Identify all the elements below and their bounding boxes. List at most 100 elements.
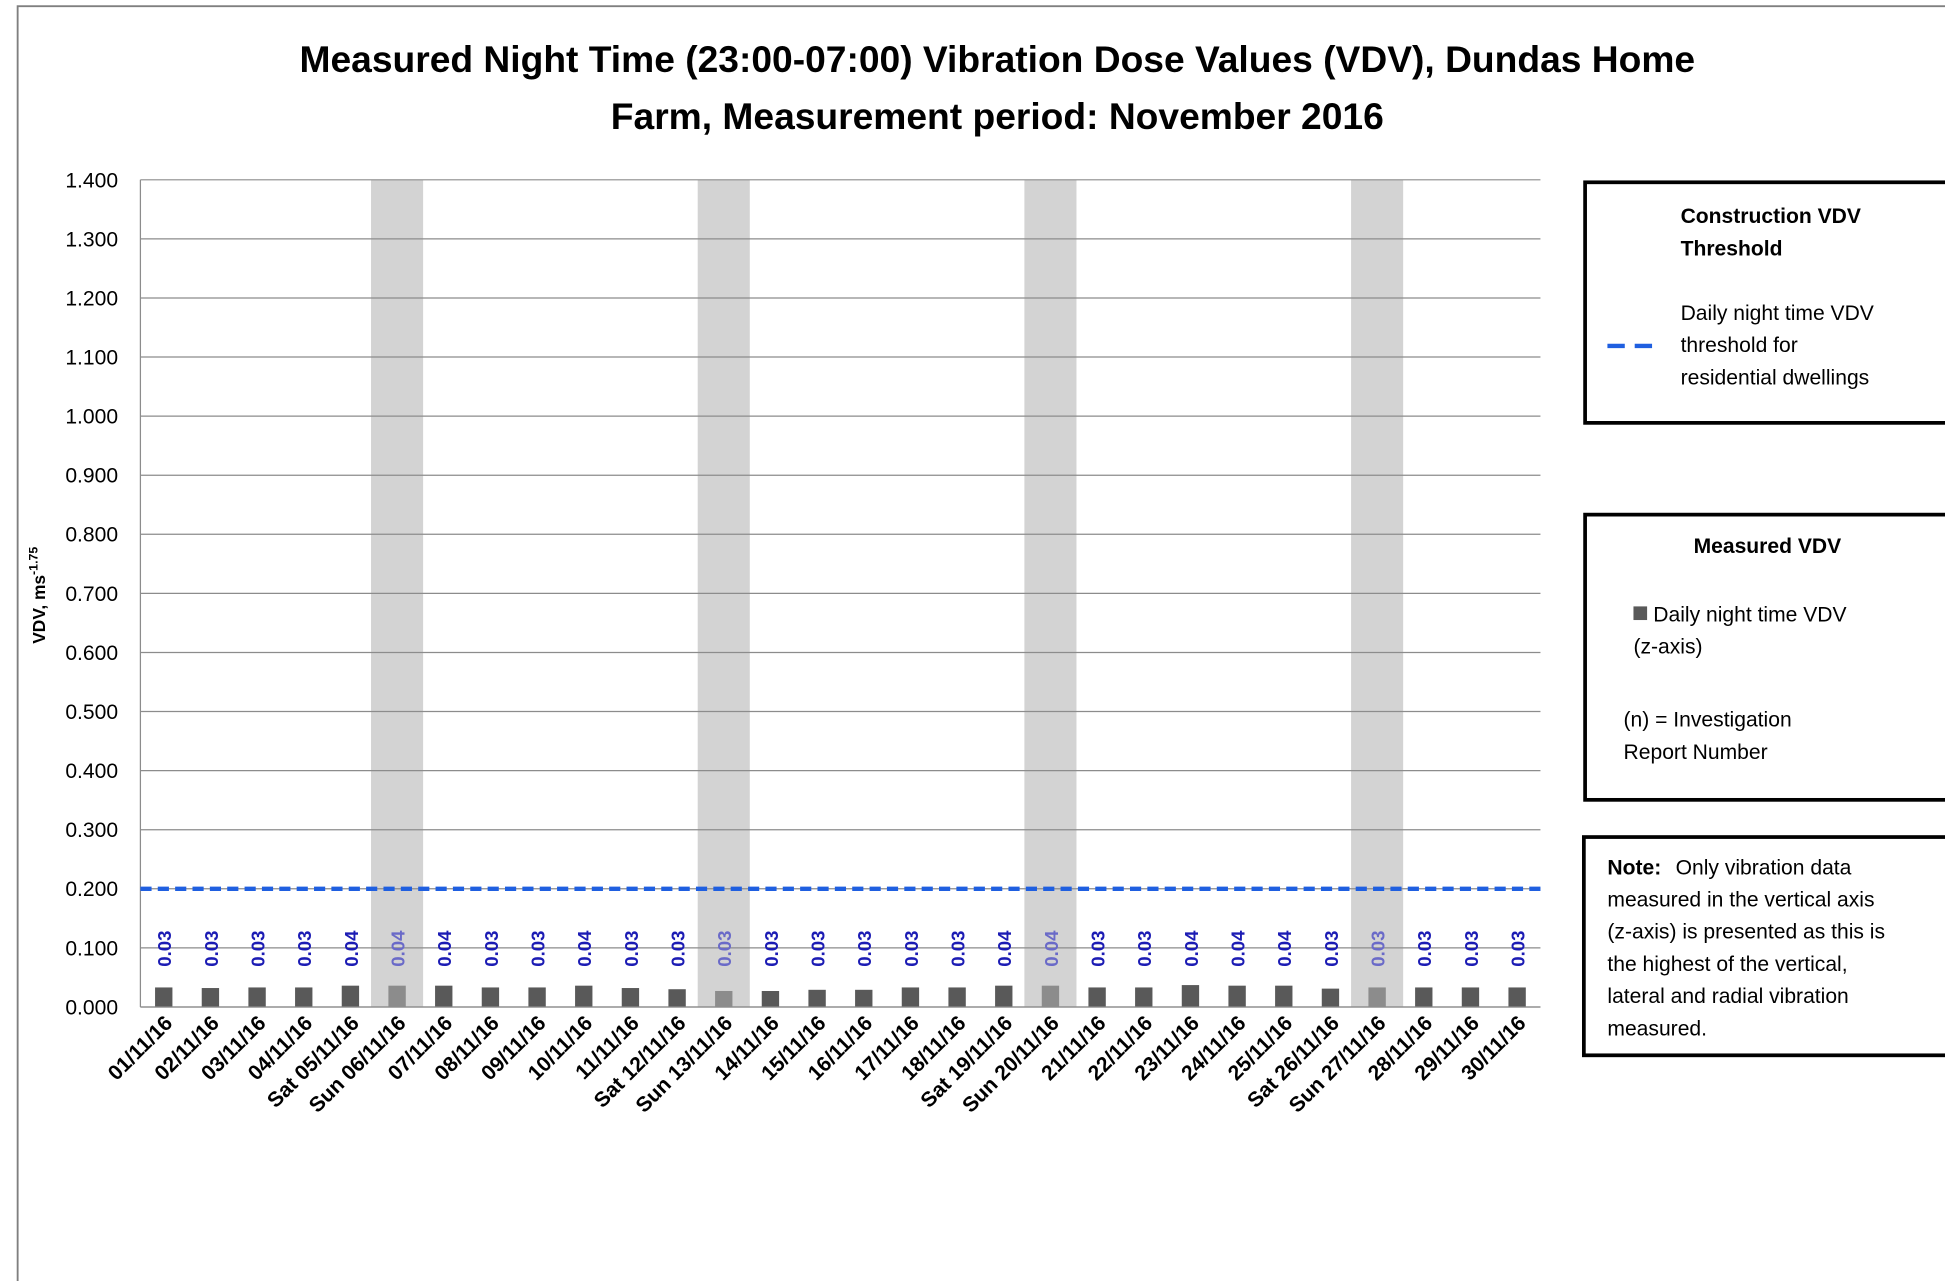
y-tick-label: 1.300 xyxy=(65,228,118,251)
bar xyxy=(1368,987,1386,1007)
value-label: 0.03 xyxy=(948,931,969,967)
y-tick-label: 0.600 xyxy=(65,642,118,665)
bar xyxy=(1228,985,1246,1007)
bar xyxy=(761,990,780,1007)
legend-title: Threshold xyxy=(1681,237,1783,260)
legend-box xyxy=(1583,512,1945,802)
y-tick-label: 0.300 xyxy=(65,819,118,842)
y-axis-label: VDV, ms-1.75 xyxy=(26,547,48,644)
bar xyxy=(435,985,453,1007)
value-label: 0.03 xyxy=(294,931,315,967)
y-tick-label: 0.100 xyxy=(65,937,118,960)
value-label: 0.03 xyxy=(668,931,689,967)
bar xyxy=(1088,987,1106,1007)
bar xyxy=(388,985,406,1007)
value-label: 0.04 xyxy=(1274,930,1295,967)
value-label: 0.04 xyxy=(1041,930,1062,967)
y-tick-label: 0.800 xyxy=(65,524,118,547)
bar xyxy=(808,989,826,1007)
note-text: lateral and radial vibration xyxy=(1607,985,1848,1008)
bar xyxy=(1181,985,1200,1007)
value-label: 0.04 xyxy=(994,930,1015,967)
value-label: 0.04 xyxy=(388,930,409,967)
value-label: 0.03 xyxy=(1461,931,1482,967)
value-label: 0.03 xyxy=(154,931,175,967)
legend-entry: (z-axis) xyxy=(1633,636,1702,659)
value-label: 0.03 xyxy=(1088,931,1109,967)
y-axis-label-text: VDV, ms xyxy=(29,575,49,644)
bar xyxy=(341,985,360,1007)
note-text: measured. xyxy=(1607,1017,1707,1040)
value-label: 0.03 xyxy=(808,931,829,967)
value-label: 0.03 xyxy=(1368,931,1389,967)
bar xyxy=(668,989,686,1007)
y-tick-label: 1.100 xyxy=(65,346,118,369)
note-text: the highest of the vertical, xyxy=(1607,953,1847,976)
y-tick-label: 1.000 xyxy=(65,406,118,429)
value-label: 0.03 xyxy=(714,931,735,967)
bar xyxy=(248,987,266,1007)
value-label: 0.03 xyxy=(481,931,502,967)
bar xyxy=(575,985,593,1007)
bar xyxy=(995,985,1013,1007)
legend-entry: threshold for xyxy=(1681,334,1798,357)
legend-note: Report Number xyxy=(1624,741,1768,764)
legend-box xyxy=(1583,180,1945,425)
bar xyxy=(1461,987,1480,1007)
bar xyxy=(715,990,733,1007)
bar xyxy=(295,987,313,1007)
bar xyxy=(855,989,873,1007)
value-label: 0.03 xyxy=(1508,931,1529,967)
value-label: 0.03 xyxy=(761,931,782,967)
value-label: 0.04 xyxy=(341,930,362,967)
value-label: 0.04 xyxy=(1181,930,1202,967)
frame xyxy=(16,5,1945,1281)
y-tick-label: 0.700 xyxy=(65,583,118,606)
note-text: (z-axis) is presented as this is xyxy=(1607,921,1885,944)
legend-entry: residential dwellings xyxy=(1681,366,1870,389)
bar xyxy=(155,987,173,1007)
bar xyxy=(1041,985,1060,1007)
bar xyxy=(1321,988,1340,1007)
note-label: Note: xyxy=(1607,856,1661,879)
bar xyxy=(1415,987,1433,1007)
y-tick-label: 0.000 xyxy=(65,996,118,1019)
bar xyxy=(948,987,966,1007)
y-tick-label: 0.400 xyxy=(65,760,118,783)
chart-title: Farm, Measurement period: November 2016 xyxy=(611,95,1384,137)
legend-title: Construction VDV xyxy=(1681,205,1861,228)
bar xyxy=(1508,987,1526,1007)
legend-swatch xyxy=(1633,606,1648,621)
bar xyxy=(1135,987,1153,1007)
value-label: 0.03 xyxy=(1414,931,1435,967)
y-tick-label: 1.400 xyxy=(65,169,118,192)
y-tick-label: 1.200 xyxy=(65,287,118,310)
bar xyxy=(201,988,220,1007)
bar xyxy=(901,987,920,1007)
legend-title: Measured VDV xyxy=(1694,535,1842,558)
bar xyxy=(621,988,640,1007)
note-text: measured in the vertical axis xyxy=(1607,888,1874,911)
y-axis-label-sup: -1.75 xyxy=(26,547,40,575)
value-label: 0.03 xyxy=(528,931,549,967)
bar xyxy=(528,987,546,1007)
chart-title: Measured Night Time (23:00-07:00) Vibrat… xyxy=(299,38,1695,80)
value-label: 0.03 xyxy=(1134,931,1155,967)
value-label: 0.03 xyxy=(248,931,269,967)
legend-entry: Daily night time VDV xyxy=(1653,603,1846,626)
value-label: 0.04 xyxy=(574,930,595,967)
value-label: 0.03 xyxy=(901,931,922,967)
value-label: 0.03 xyxy=(1321,931,1342,967)
value-label: 0.03 xyxy=(854,931,875,967)
legend-note: (n) = Investigation xyxy=(1624,709,1792,732)
note-box xyxy=(1581,835,1945,1058)
y-tick-label: 0.200 xyxy=(65,878,118,901)
note-text: Only vibration data xyxy=(1676,856,1852,879)
value-label: 0.04 xyxy=(1228,930,1249,967)
bar xyxy=(1275,985,1293,1007)
y-tick-label: 0.900 xyxy=(65,465,118,488)
value-label: 0.03 xyxy=(621,931,642,967)
value-label: 0.04 xyxy=(434,930,455,967)
bar xyxy=(481,987,500,1007)
